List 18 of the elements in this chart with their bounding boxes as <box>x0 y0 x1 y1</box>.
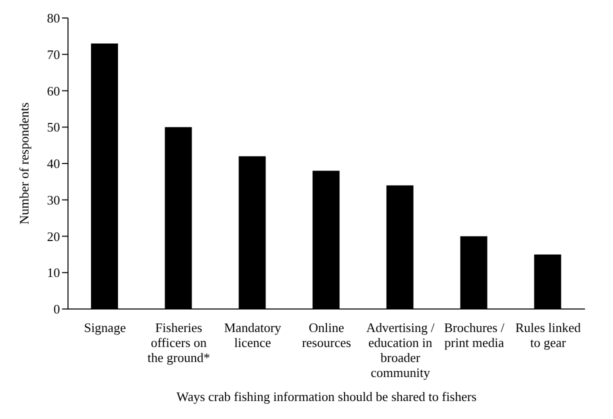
x-tick-label: Online resources <box>302 320 352 350</box>
y-tick-label: 80 <box>47 10 60 26</box>
x-tick-label: Advertising / education in broader community <box>366 320 435 380</box>
y-tick-label: 20 <box>47 228 60 244</box>
x-axis-title: Ways crab fishing information should be shared to fishers <box>176 389 477 404</box>
x-tick-label: Signage <box>84 320 126 335</box>
y-tick-label: 60 <box>47 83 60 98</box>
x-tick-label: Mandatory licence <box>224 320 282 350</box>
y-tick-label: 10 <box>47 265 60 280</box>
y-tick-label: 50 <box>47 120 60 135</box>
y-tick-label: 70 <box>47 46 60 62</box>
y-axis-title: Number of respondents <box>16 102 32 225</box>
x-tick-label: Rules linked to gear <box>515 320 582 350</box>
y-tick-label: 40 <box>47 156 60 172</box>
y-tick-label: 0 <box>54 302 60 317</box>
y-tick-label: 30 <box>47 192 60 208</box>
x-tick-label: Brochures / print media <box>444 320 505 350</box>
x-tick-label: Fisheries officers on the ground* <box>148 320 210 365</box>
